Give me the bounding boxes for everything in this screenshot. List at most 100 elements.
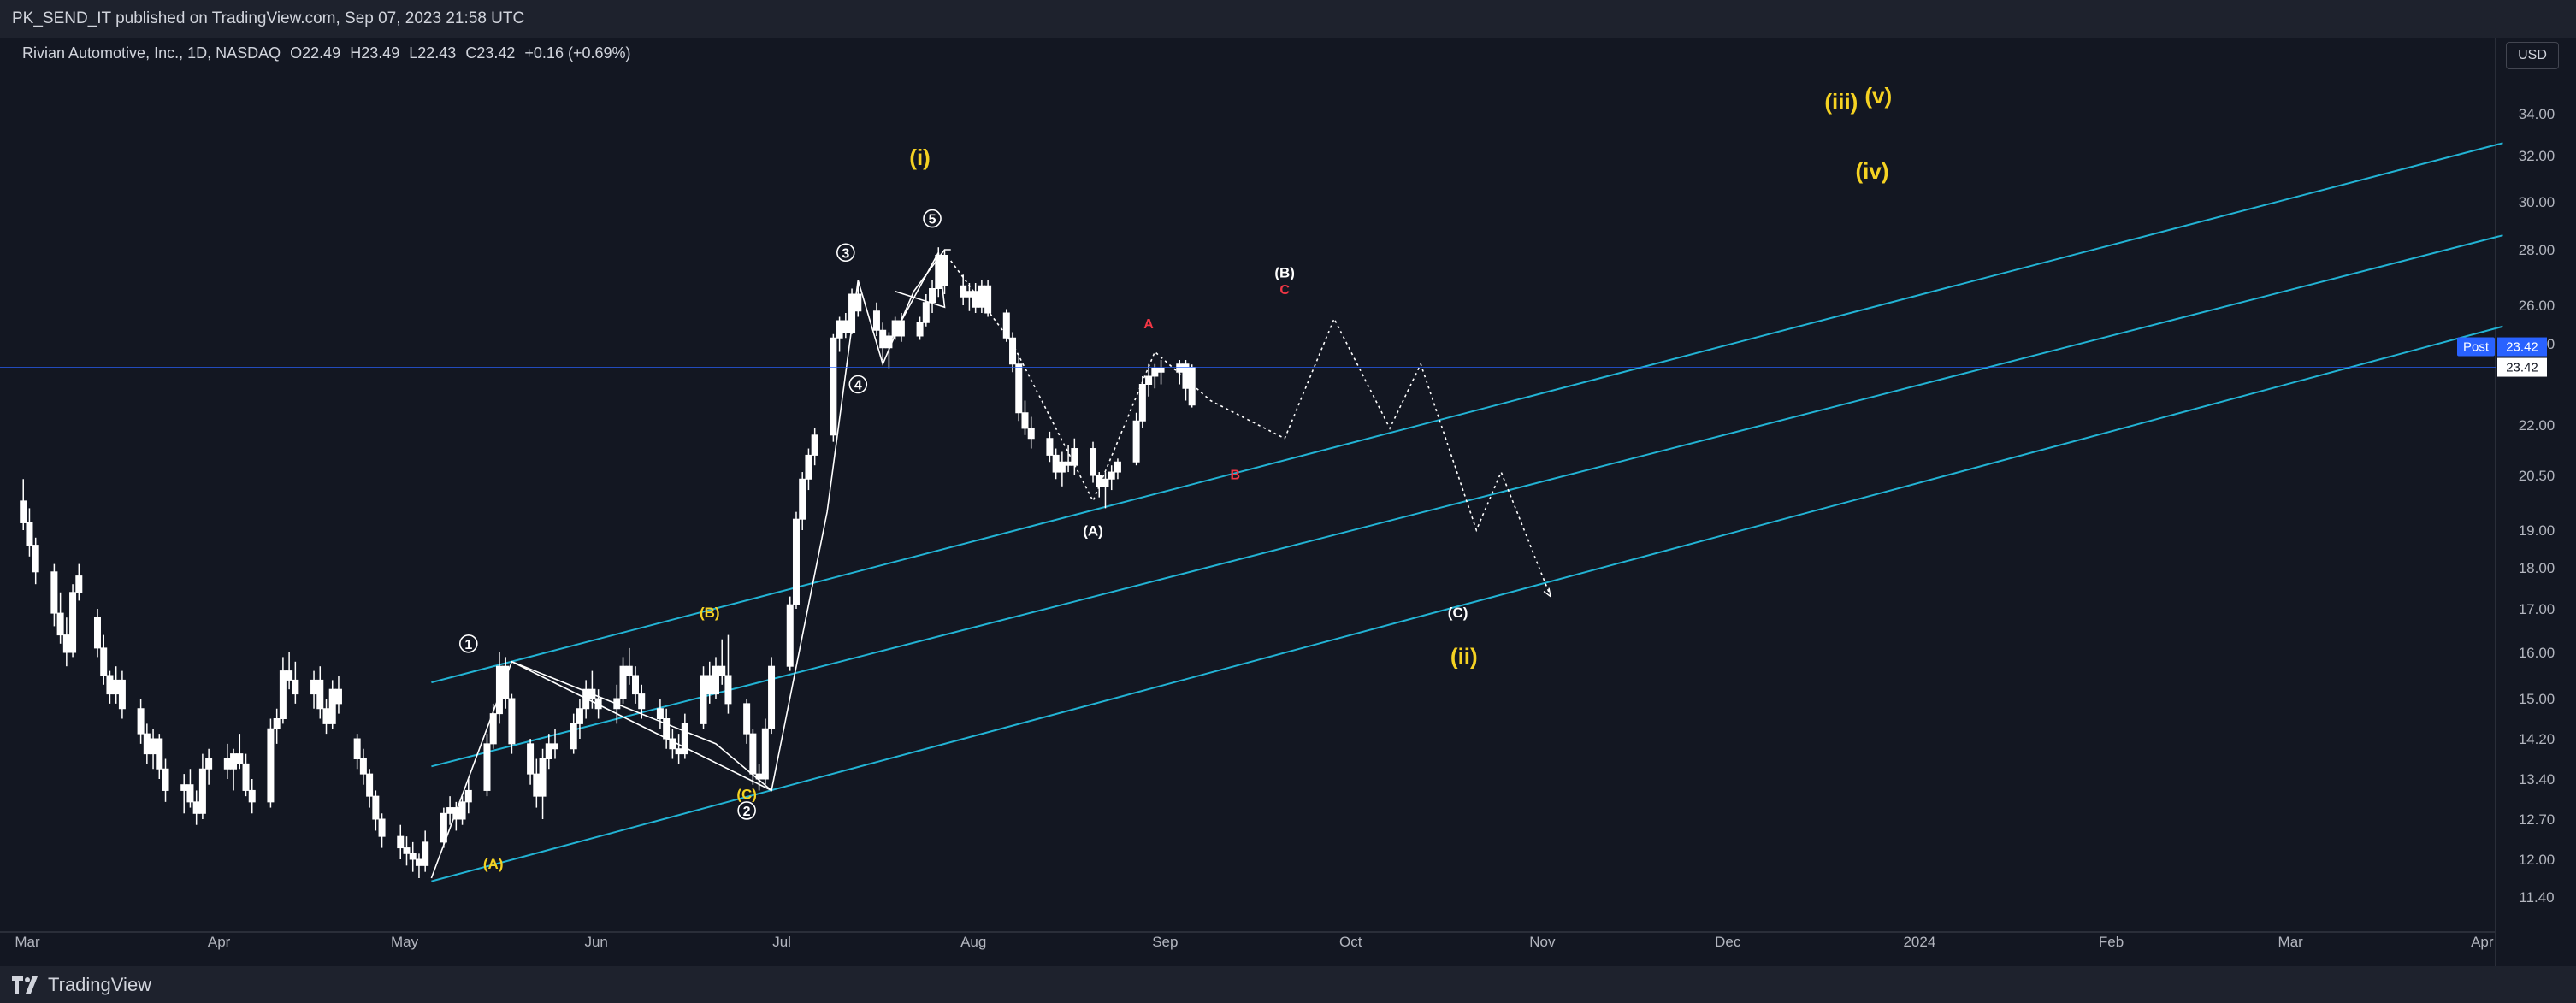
ohlc-close: C23.42 — [465, 44, 516, 62]
ohlc-change: +0.16 (+0.69%) — [524, 44, 631, 62]
wave-count-label: 3 — [842, 246, 849, 261]
candle-body — [533, 773, 541, 797]
candle-body — [656, 708, 664, 719]
candle-body — [1027, 428, 1035, 440]
candles — [20, 247, 1196, 878]
candle-body — [830, 337, 837, 436]
candle-body — [143, 733, 151, 755]
candle-body — [20, 500, 27, 523]
candle-body — [489, 713, 497, 745]
symbol-name[interactable]: Rivian Automotive, Inc., 1D, NASDAQ — [22, 44, 281, 62]
price-chart[interactable]: (i) (iii) (v) (iv) (ii) (B) (A) (C) (A) (B) (C) A B C… — [0, 38, 2576, 966]
channel-line[interactable] — [431, 325, 2503, 882]
candle-body — [286, 670, 293, 681]
post-tag-bg — [2457, 337, 2495, 357]
price-tick-label: 20.50 — [2519, 468, 2555, 484]
candle-body — [1046, 438, 1054, 456]
chart-background — [0, 38, 2576, 966]
ohlc-low: L22.43 — [409, 44, 457, 62]
candle-body — [1188, 367, 1196, 406]
wave-count-circle — [923, 209, 942, 228]
price-tick-label: 28.00 — [2519, 242, 2555, 258]
candle-body — [483, 743, 491, 791]
candle-body — [62, 634, 70, 653]
candle-body — [242, 763, 250, 791]
candle-body — [675, 748, 682, 755]
projection-arrow-head — [1543, 587, 1552, 599]
time-tick-label: Nov — [1529, 934, 1556, 950]
candle-body — [372, 795, 380, 820]
candle-body — [359, 758, 367, 775]
wave-label: (A) — [483, 856, 504, 872]
candle-body — [192, 801, 200, 814]
ohlc-open: O22.49 — [290, 44, 341, 62]
candle-body — [328, 688, 336, 724]
wave-2-line[interactable] — [511, 661, 772, 792]
wave-label: (B) — [1274, 265, 1295, 281]
publish-info: PK_SEND_IT published on TradingView.com,… — [12, 9, 525, 27]
candle-body — [32, 545, 39, 573]
wave-labels: (i) (iii) (v) (iv) (ii) (B) (A) (C) (A) (B) (C) A B C… — [458, 83, 1892, 872]
candle-body — [1071, 448, 1078, 466]
candle-body — [681, 723, 688, 755]
wave-5-line[interactable] — [888, 250, 946, 345]
impulse-wave-line[interactable] — [430, 249, 951, 879]
wave-count-circle — [848, 375, 868, 394]
candle-body — [1090, 448, 1097, 476]
candle-body — [966, 291, 973, 298]
candle-body — [718, 665, 726, 676]
candle-body — [570, 723, 577, 750]
candle-body — [310, 679, 318, 695]
candle-body — [205, 758, 213, 770]
price-axis[interactable]: 34.0032.0030.0028.0026.0024.0022.0020.50… — [2519, 106, 2555, 906]
wave-label: (C) — [736, 787, 757, 803]
channel-line[interactable] — [431, 142, 2503, 684]
wave-count-circle — [737, 801, 756, 820]
candle-body — [198, 768, 206, 814]
footer-bar — [0, 966, 2576, 1003]
wave-count-label: 4 — [854, 379, 862, 393]
candle-body — [527, 743, 535, 775]
post-value-bg — [2497, 337, 2547, 357]
candle-body — [811, 434, 818, 456]
candle-body — [1114, 461, 1121, 473]
candle-body — [743, 703, 751, 735]
candle-body — [805, 454, 812, 480]
candle-body — [539, 758, 547, 797]
tradingview-logo[interactable]: TradingView — [12, 973, 151, 997]
candle-body — [186, 784, 194, 803]
candle-body — [1132, 420, 1140, 463]
projection-wave-line[interactable] — [950, 260, 1551, 597]
wave-label: A — [1143, 317, 1154, 332]
candle-body — [137, 708, 145, 735]
price-tick-label: 26.00 — [2519, 298, 2555, 314]
candle-body — [1002, 312, 1010, 339]
candle-body — [638, 693, 646, 710]
candle-body — [378, 818, 386, 837]
candle-body — [879, 329, 887, 349]
candle-body — [792, 518, 800, 605]
candle-body — [897, 320, 905, 337]
candle-body — [415, 858, 422, 866]
candle-body — [403, 847, 411, 854]
time-tick-label: 2024 — [1903, 934, 1935, 950]
candle-body — [1145, 375, 1153, 385]
candle-body — [353, 738, 361, 759]
price-tick-label: 11.40 — [2519, 889, 2554, 906]
candle-body — [223, 758, 231, 770]
time-tick-label: Apr — [2471, 934, 2494, 950]
time-axis[interactable]: Mar Apr May Jun Jul Aug Sep Oct Nov Dec 2024 Feb Mar… — [15, 934, 2494, 950]
wave-drawings[interactable] — [430, 249, 1552, 879]
candle-body — [100, 647, 108, 676]
candle-body — [1108, 471, 1115, 480]
candle-body — [322, 708, 330, 724]
candle-body — [749, 733, 757, 775]
candle-body — [236, 753, 244, 764]
price-tick-label: 12.70 — [2519, 811, 2555, 828]
candle-body — [69, 592, 77, 653]
candle-body — [422, 841, 429, 866]
time-tick-label: Oct — [1339, 934, 1362, 950]
currency-button[interactable]: USD — [2506, 42, 2559, 69]
candle-body — [1052, 454, 1060, 473]
post-price-tag: Post 23.42 23.42 — [2457, 337, 2547, 377]
